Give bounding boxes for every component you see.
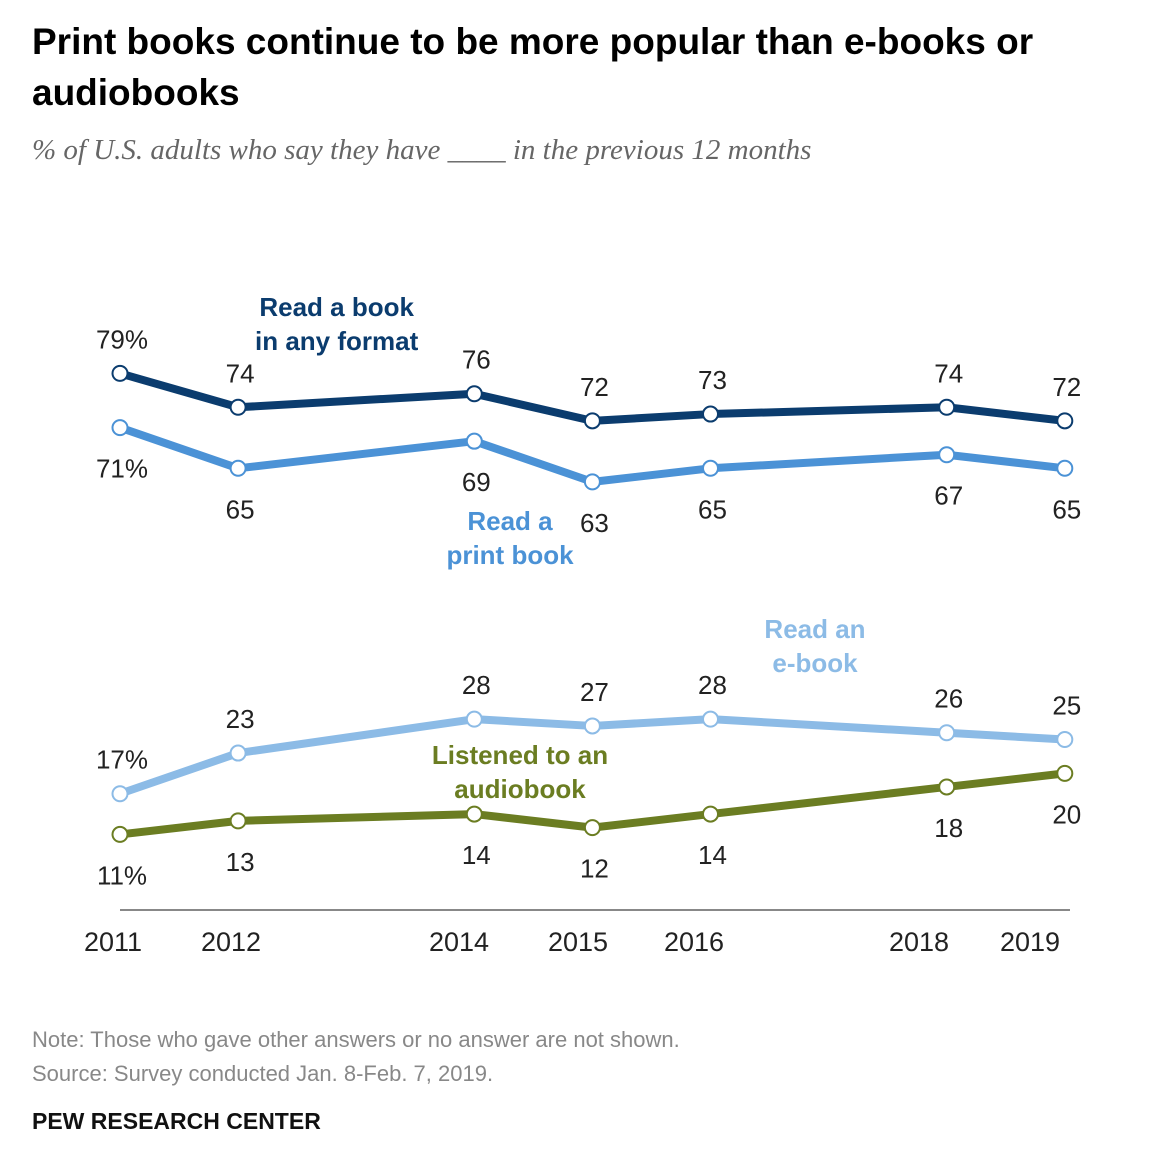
- data-point: [583, 412, 601, 430]
- data-point: [1056, 764, 1074, 782]
- data-point: [465, 805, 483, 823]
- data-point: [583, 473, 601, 491]
- data-label: 63: [580, 508, 609, 538]
- x-tick-label: 2011: [84, 927, 142, 957]
- x-tick-label: 2015: [548, 927, 608, 957]
- data-label: 14: [462, 840, 491, 870]
- data-point: [111, 364, 129, 382]
- chart-title: Print books continue to be more popular …: [32, 21, 1034, 113]
- data-label: 11%: [97, 860, 147, 890]
- data-label: 67: [934, 481, 963, 511]
- data-point: [1056, 731, 1074, 748]
- data-label: 76: [462, 345, 491, 375]
- data-label: 69: [462, 467, 491, 497]
- series-label-ebook: Read an e-book: [764, 614, 866, 678]
- data-point: [938, 398, 956, 416]
- data-label: 26: [934, 684, 963, 714]
- data-point: [583, 717, 601, 735]
- data-label: 23: [226, 704, 255, 734]
- data-label: 71%: [96, 454, 148, 484]
- credit: PEW RESEARCH CENTER: [32, 1108, 321, 1134]
- data-point: [938, 446, 956, 464]
- data-label: 13: [226, 847, 255, 877]
- data-point: [229, 398, 247, 416]
- x-tick-label: 2012: [201, 927, 261, 957]
- data-point: [465, 385, 483, 403]
- series-label-print: Read a print book: [446, 506, 574, 570]
- data-point: [111, 419, 129, 437]
- data-label: 79%: [96, 324, 148, 354]
- data-label: 73: [698, 365, 727, 395]
- data-point: [465, 432, 483, 450]
- data-point: [1056, 412, 1074, 430]
- data-point: [583, 819, 601, 837]
- x-tick-label: 2019: [1000, 927, 1060, 957]
- data-label: 12: [580, 854, 609, 884]
- data-label: 14: [698, 840, 727, 870]
- data-label: 25: [1052, 691, 1081, 721]
- data-point: [229, 744, 247, 762]
- x-tick-label: 2014: [429, 927, 489, 957]
- series-label-any-format: Read a book in any format: [255, 292, 419, 356]
- data-label: 28: [462, 670, 491, 700]
- data-point: [111, 825, 129, 843]
- data-label: 17%: [96, 745, 148, 775]
- data-label: 74: [226, 358, 255, 388]
- data-point: [702, 710, 719, 728]
- data-point: [229, 812, 247, 830]
- data-point: [938, 724, 956, 742]
- data-label: 74: [934, 358, 963, 388]
- data-point: [702, 405, 719, 423]
- data-label: 28: [698, 670, 727, 700]
- data-point: [702, 459, 719, 477]
- data-label: 65: [226, 494, 255, 524]
- data-label: 27: [580, 677, 609, 707]
- data-point: [229, 459, 247, 477]
- x-tick-label: 2018: [889, 927, 949, 957]
- data-label: 20: [1052, 799, 1081, 829]
- data-label: 72: [580, 372, 609, 402]
- source: Source: Survey conducted Jan. 8-Feb. 7, …: [32, 1061, 494, 1086]
- series-label-audiobook: Listened to an audiobook: [431, 740, 609, 804]
- data-label: 72: [1052, 372, 1081, 402]
- data-label: 65: [1052, 494, 1081, 524]
- chart-subtitle: % of U.S. adults who say they have ____ …: [32, 134, 812, 166]
- data-point: [938, 778, 956, 796]
- data-point: [702, 805, 719, 823]
- data-label: 18: [934, 813, 963, 843]
- note: Note: Those who gave other answers or no…: [32, 1027, 680, 1052]
- data-point: [465, 710, 483, 728]
- x-tick-label: 2016: [664, 927, 724, 957]
- data-point: [1056, 459, 1074, 477]
- data-point: [111, 785, 129, 803]
- data-label: 65: [698, 494, 727, 524]
